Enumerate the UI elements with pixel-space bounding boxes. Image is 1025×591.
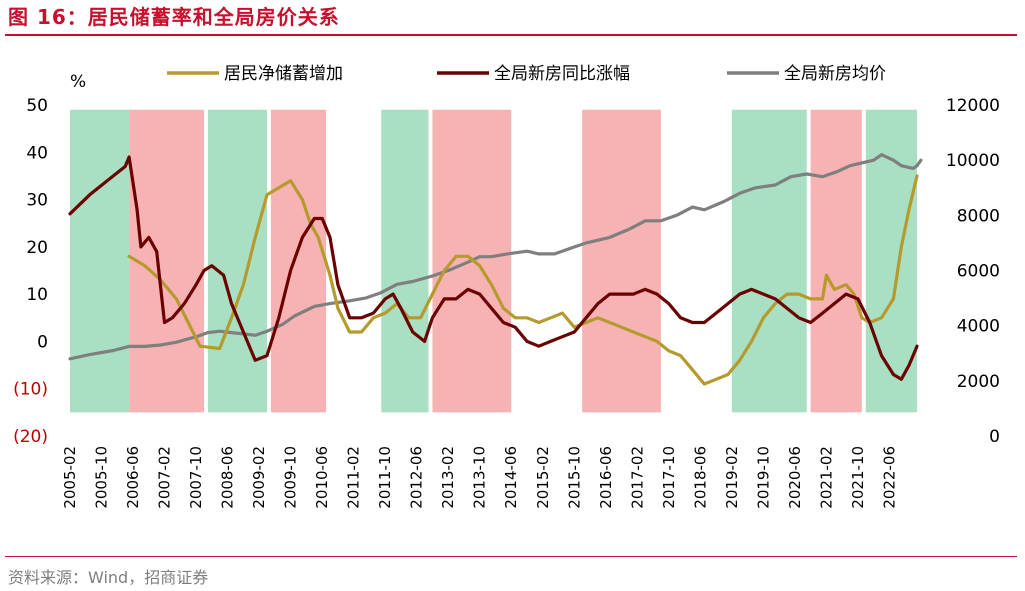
right-tick-label: 8000 [957, 206, 1000, 226]
left-tick-label: 0 [37, 332, 48, 352]
left-axis-ticks: 50 40 30 20 10 0 (10) (20) [13, 96, 48, 447]
band-red-3 [270, 109, 327, 413]
legend-label: 居民净储蓄增加 [224, 64, 343, 84]
left-tick-label: (20) [13, 427, 48, 447]
x-tick-label: 2021-02 [817, 446, 835, 509]
x-tick-label: 2010-06 [313, 446, 331, 509]
regime-bands [70, 109, 917, 413]
footer-divider [5, 556, 1017, 557]
right-tick-label: 12000 [946, 96, 1000, 116]
x-tick-label: 2018-06 [691, 446, 709, 509]
left-tick-label: 10 [26, 285, 48, 305]
savings-line [127, 174, 919, 386]
x-tick-label: 2005-10 [93, 446, 111, 509]
left-tick-label: 50 [26, 96, 48, 116]
right-tick-label: 0 [989, 427, 1000, 447]
series-lines [68, 153, 923, 386]
x-tick-label: 2015-10 [565, 446, 583, 509]
x-tick-label: 2021-10 [849, 446, 867, 509]
title-divider [5, 34, 1017, 36]
band-red-6 [582, 109, 661, 413]
legend-label: 全局新房均价 [784, 64, 886, 84]
right-tick-label: 10000 [946, 151, 1000, 171]
x-tick-label: 2014-06 [502, 446, 520, 509]
x-tick-label: 2012-06 [408, 446, 426, 509]
band-red-1 [129, 109, 204, 413]
left-axis-unit: % [70, 72, 86, 92]
left-tick-label: 30 [26, 191, 48, 211]
chart-legend: 居民净储蓄增加 全局新房同比涨幅 全局新房均价 [167, 64, 886, 84]
right-tick-label: 4000 [957, 317, 1000, 337]
x-tick-label: 2007-10 [187, 446, 205, 509]
x-tick-label: 2011-10 [376, 446, 394, 509]
x-tick-label: 2011-02 [345, 446, 363, 509]
band-green-4 [381, 109, 429, 413]
band-green-0 [70, 109, 130, 413]
line-chart: 50 40 30 20 10 0 (10) (20) 12000 10000 8000 6000 40… [13, 64, 1000, 509]
x-tick-label: 2016-06 [597, 446, 615, 509]
legend-label: 全局新房同比涨幅 [494, 64, 630, 84]
x-axis-ticks: 2005-02 2005-10 2006-06 2007-02 2007-10 2008-… [61, 446, 898, 509]
x-tick-label: 2013-02 [439, 446, 457, 509]
x-tick-label: 2022-06 [880, 446, 898, 509]
band-red-8 [810, 109, 862, 413]
x-tick-label: 2005-02 [61, 446, 79, 509]
x-tick-label: 2015-02 [534, 446, 552, 509]
band-green-2 [207, 109, 267, 413]
left-tick-label: 40 [26, 143, 48, 163]
x-tick-label: 2017-02 [628, 446, 646, 509]
x-tick-label: 2006-06 [124, 446, 142, 509]
left-tick-label: (10) [13, 380, 48, 400]
yoy-line [68, 155, 919, 381]
x-tick-label: 2009-10 [282, 446, 300, 509]
x-tick-label: 2019-02 [723, 446, 741, 509]
x-tick-label: 2017-10 [660, 446, 678, 509]
right-tick-label: 2000 [957, 372, 1000, 392]
right-tick-label: 6000 [957, 262, 1000, 282]
x-tick-label: 2019-10 [754, 446, 772, 509]
right-axis-ticks: 12000 10000 8000 6000 4000 2000 0 [946, 96, 1000, 447]
figure-title: 图 16：居民储蓄率和全局房价关系 [8, 5, 340, 29]
x-tick-label: 2013-10 [471, 446, 489, 509]
x-tick-label: 2007-02 [156, 446, 174, 509]
x-tick-label: 2020-06 [786, 446, 804, 509]
left-tick-label: 20 [26, 238, 48, 258]
x-tick-label: 2008-06 [219, 446, 237, 509]
source-note: 资料来源：Wind，招商证券 [8, 568, 209, 587]
x-tick-label: 2009-02 [250, 446, 268, 509]
band-green-7 [731, 109, 807, 413]
